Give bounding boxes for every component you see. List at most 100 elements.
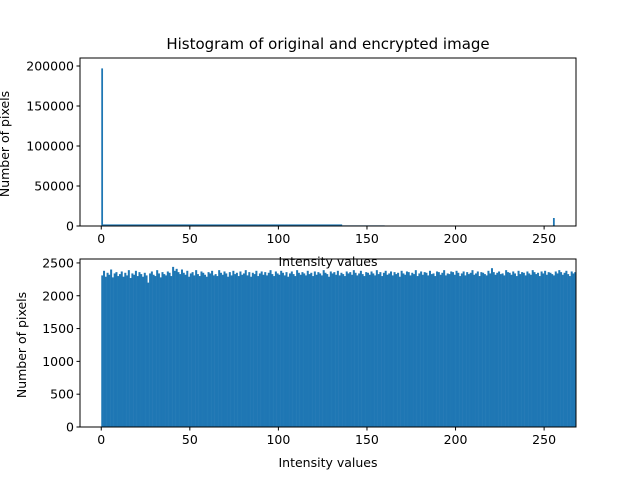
encrypted-bar-206: [466, 272, 469, 427]
encrypted-bar-212: [476, 271, 479, 427]
encrypted-bar-147: [361, 274, 364, 427]
encrypted-bar-215: [482, 272, 485, 427]
encrypted-bar-55: [198, 276, 201, 427]
encrypted-bar-57: [202, 272, 205, 427]
encrypted-bar-31: [156, 270, 159, 427]
encrypted-bar-162: [388, 273, 391, 427]
encrypted-bar-251: [545, 274, 548, 427]
encrypted-bar-6: [111, 277, 114, 427]
encrypted-bar-134: [338, 275, 341, 427]
encrypted-bar-2: [104, 276, 107, 427]
encrypted-bar-122: [317, 272, 320, 427]
encrypted-bar-142: [352, 270, 355, 427]
encrypted-bar-42: [175, 268, 178, 427]
encrypted-bar-47: [184, 274, 187, 427]
encrypted-frame: [79, 258, 577, 428]
encrypted-bar-236: [519, 274, 522, 427]
encrypted-bar-203: [460, 273, 463, 427]
encrypted-bar-114: [303, 273, 306, 427]
encrypted-bar-58: [204, 274, 207, 427]
encrypted-ytick-label-4: 2000: [42, 288, 74, 303]
encrypted-bar-80: [242, 273, 245, 427]
encrypted-bar-118: [310, 272, 313, 427]
encrypted-bar-16: [129, 278, 132, 427]
encrypted-bar-115: [304, 275, 307, 427]
encrypted-bar-160: [384, 270, 387, 427]
encrypted-bar-32: [157, 273, 160, 427]
encrypted-bar-246: [537, 272, 540, 427]
encrypted-bar-165: [393, 272, 396, 427]
original-ytick-label-0: 0: [66, 219, 74, 234]
encrypted-bar-213: [478, 276, 481, 427]
encrypted-bar-202: [459, 276, 462, 427]
encrypted-bar-191: [439, 274, 442, 427]
encrypted-bar-110: [296, 270, 299, 427]
encrypted-bar-101: [280, 270, 283, 427]
encrypted-bar-108: [292, 274, 295, 427]
encrypted-bar-194: [444, 275, 447, 427]
encrypted-bar-170: [402, 273, 405, 427]
encrypted-bar-175: [411, 272, 414, 427]
encrypted-bar-93: [266, 275, 269, 427]
original-xtick-label-4: 200: [444, 231, 468, 246]
encrypted-bar-216: [483, 274, 486, 427]
encrypted-bar-94: [267, 272, 270, 427]
encrypted-bar-143: [354, 272, 357, 427]
encrypted-xtick-label-4: 200: [444, 432, 468, 447]
encrypted-bar-39: [170, 276, 173, 427]
encrypted-bar-44: [179, 274, 182, 427]
encrypted-bar-24: [143, 272, 146, 427]
encrypted-bar-234: [515, 276, 518, 427]
encrypted-bar-257: [556, 273, 559, 427]
encrypted-bar-244: [533, 272, 536, 427]
encrypted-bar-123: [319, 273, 322, 427]
encrypted-bar-241: [528, 273, 531, 427]
original-xtick-label-2: 100: [266, 231, 290, 246]
encrypted-bar-34: [161, 272, 164, 427]
encrypted-bar-1: [103, 270, 106, 427]
encrypted-ytick-label-2: 1000: [42, 354, 74, 369]
encrypted-bar-22: [140, 274, 143, 427]
encrypted-ytick-label-1: 500: [50, 387, 74, 402]
encrypted-bar-209: [471, 270, 474, 427]
encrypted-bar-107: [290, 271, 293, 427]
encrypted-bar-173: [407, 272, 410, 427]
encrypted-bar-263: [567, 274, 570, 427]
encrypted-bar-248: [540, 271, 543, 427]
encrypted-bar-70: [225, 273, 228, 427]
encrypted-bar-59: [205, 276, 208, 427]
encrypted-bar-69: [223, 271, 226, 427]
encrypted-bar-185: [428, 270, 431, 427]
encrypted-bar-161: [386, 274, 389, 427]
encrypted-bars: [101, 266, 577, 427]
encrypted-bar-8: [115, 272, 118, 427]
original-ylabel: Number of pixels: [0, 91, 12, 197]
encrypted-bar-145: [358, 273, 361, 427]
encrypted-bar-180: [420, 271, 423, 427]
encrypted-xtick-label-1: 50: [182, 432, 198, 447]
encrypted-bar-224: [498, 271, 501, 427]
encrypted-bar-240: [526, 271, 529, 427]
encrypted-bar-227: [503, 275, 506, 427]
encrypted-histogram-axes: Intensity values Number of pixels 0 50 100…: [14, 255, 577, 470]
encrypted-bar-25: [145, 275, 148, 427]
encrypted-bar-87: [255, 270, 258, 427]
encrypted-bar-106: [289, 273, 292, 427]
original-xtick-label-3: 150: [355, 231, 379, 246]
encrypted-bar-18: [133, 274, 136, 427]
encrypted-bar-56: [200, 271, 203, 427]
encrypted-bar-255: [552, 275, 555, 427]
encrypted-bar-102: [281, 272, 284, 427]
encrypted-bar-85: [251, 272, 254, 427]
encrypted-bar-40: [172, 266, 175, 427]
encrypted-bar-267: [574, 272, 577, 427]
encrypted-bar-66: [218, 270, 221, 427]
encrypted-bar-237: [521, 272, 524, 427]
encrypted-bar-235: [517, 270, 520, 427]
encrypted-bar-208: [469, 272, 472, 427]
encrypted-bar-15: [127, 270, 130, 427]
encrypted-bar-174: [409, 275, 412, 427]
encrypted-bar-109: [294, 276, 297, 427]
encrypted-bar-111: [297, 272, 300, 427]
encrypted-bar-149: [365, 272, 368, 427]
